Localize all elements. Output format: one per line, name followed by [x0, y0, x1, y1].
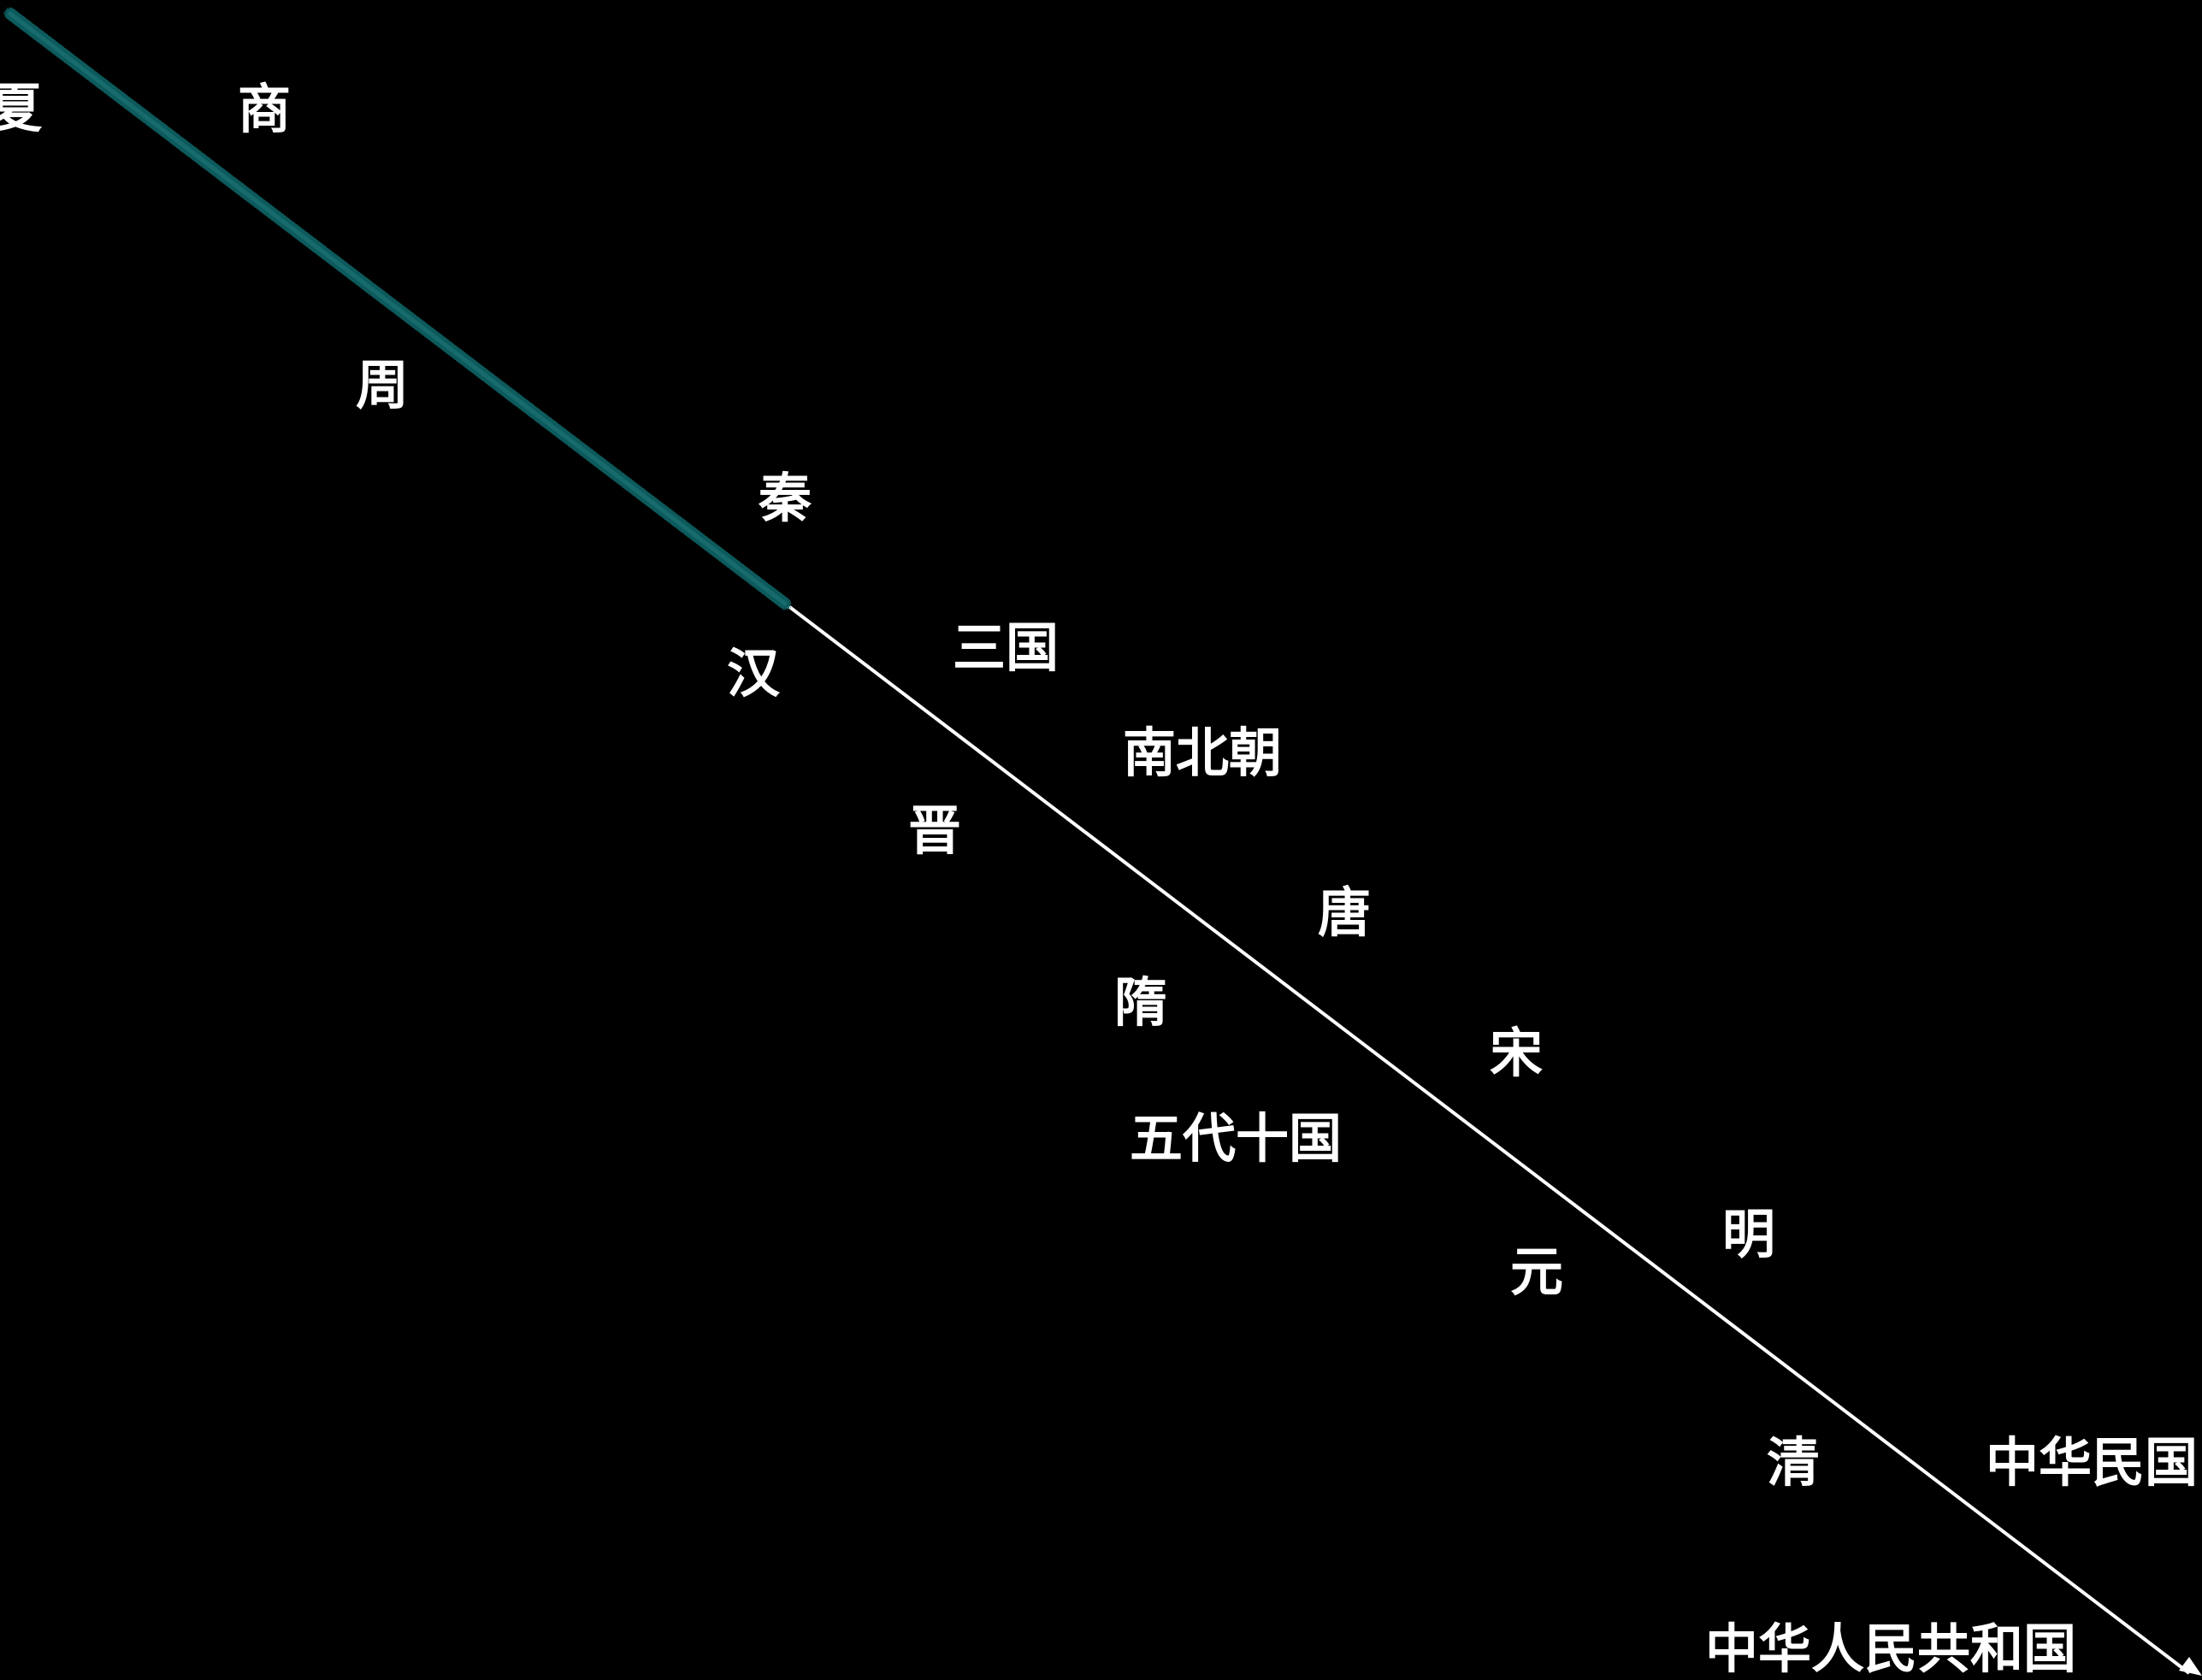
- dynasty-label-tang: 唐: [1317, 881, 1372, 944]
- dynasty-label-qin: 秦: [758, 467, 812, 529]
- dynasty-label-prc: 中华人民共和国: [1704, 1618, 2077, 1680]
- dynasty-label-minguo: 中华民国: [1985, 1431, 2199, 1494]
- dynasty-label-yuan: 元: [1509, 1241, 1564, 1303]
- dynasty-label-sanguo: 三国: [952, 616, 1060, 679]
- timeline-arrowhead-icon: [2179, 1657, 2202, 1676]
- dynasty-label-han: 汉: [726, 642, 781, 704]
- dynasty-label-shang: 商: [237, 78, 292, 140]
- dynasty-label-qing: 清: [1766, 1431, 1821, 1494]
- dynasty-label-wudai: 五代十国: [1129, 1107, 1343, 1170]
- dynasty-label-xia: 夏: [0, 77, 43, 139]
- dynasty-label-song: 宋: [1489, 1022, 1544, 1084]
- dynasty-label-zhou: 周: [355, 354, 410, 416]
- dynasty-label-jin: 晋: [907, 799, 962, 862]
- dynasty-label-nanbeichao: 南北朝: [1122, 722, 1283, 784]
- dynasty-label-sui: 隋: [1113, 971, 1168, 1034]
- dynasty-label-ming: 明: [1721, 1203, 1776, 1265]
- highlighted-span-core: [8, 11, 788, 606]
